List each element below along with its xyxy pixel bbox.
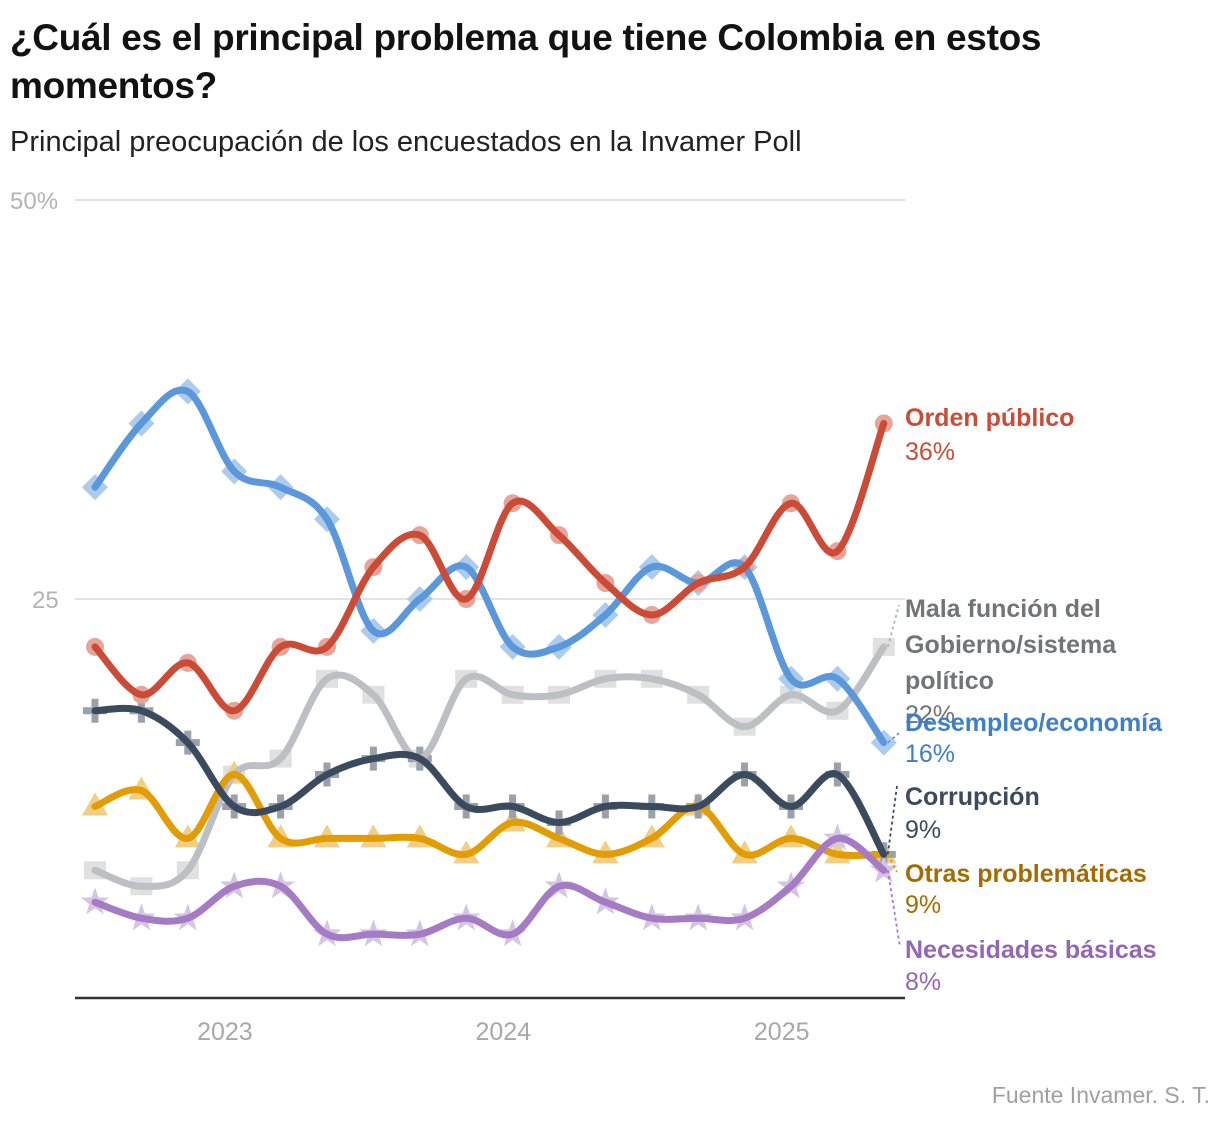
leader-line [886,870,901,948]
series-label-name: Necesidades básicas [905,936,1157,964]
series-line [91,771,888,860]
series-line [91,834,888,942]
series-label-value: 8% [905,968,941,996]
series-markers [82,378,897,756]
chart-subtitle: Principal preocupación de los encuestado… [10,126,802,158]
series-line [91,386,888,747]
source-note: Fuente Invamer. S. T. [991,1082,1210,1108]
series-label-name: Gobierno/sistema [905,631,1117,659]
series-label-name: Orden público [905,404,1074,432]
series-line [91,704,888,858]
y-tick-label: 50% [10,188,58,215]
leader-line [886,785,898,855]
direct-labels: Orden público 36% Mala función del Gobierno… [886,404,1163,996]
markers [80,378,899,947]
x-tick-label: 2024 [476,1018,532,1046]
series-label-value: 22% [905,701,955,729]
series-markers [86,414,893,720]
chart-title: ¿Cuál es el principal problema que tiene… [10,17,1042,106]
x-tick-label: 2023 [197,1018,253,1046]
series-label-value: 16% [905,740,955,768]
series-lines [91,386,888,942]
series-label-value: 36% [905,438,955,466]
axes: 25 50% 2023 2024 2025 [10,188,905,1046]
series-label-value: 9% [905,816,941,844]
x-tick-label: 2025 [754,1018,810,1046]
series-label-value: 9% [905,891,941,919]
leader-line [887,732,900,744]
series-line [91,643,888,890]
series-label-name: Corrupción [905,783,1040,811]
series-label-name: Otras problemáticas [905,860,1147,888]
series-label-name: Desempleo/economía [905,709,1163,737]
series-line [91,419,888,715]
series-label-name: Mala función del [905,595,1101,623]
y-tick-label: 25 [32,587,59,614]
series-label-name: político [905,667,994,695]
leader-line [886,604,900,648]
